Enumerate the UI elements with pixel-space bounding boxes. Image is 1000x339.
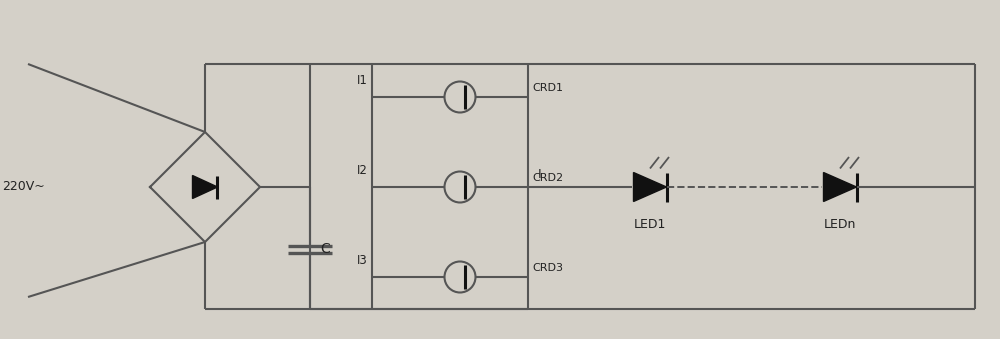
Text: LEDn: LEDn [824, 219, 856, 232]
Text: I2: I2 [357, 164, 368, 177]
Text: C: C [320, 242, 330, 256]
Text: LED1: LED1 [634, 219, 666, 232]
Polygon shape [192, 176, 217, 199]
Polygon shape [824, 173, 856, 201]
Text: CRD2: CRD2 [532, 173, 563, 183]
Text: I: I [538, 168, 542, 181]
Text: CRD3: CRD3 [532, 263, 563, 273]
Text: I3: I3 [357, 254, 368, 267]
Text: CRD1: CRD1 [532, 83, 563, 93]
Polygon shape [634, 173, 666, 201]
Text: 220V~: 220V~ [2, 180, 45, 194]
Text: I1: I1 [357, 74, 368, 87]
